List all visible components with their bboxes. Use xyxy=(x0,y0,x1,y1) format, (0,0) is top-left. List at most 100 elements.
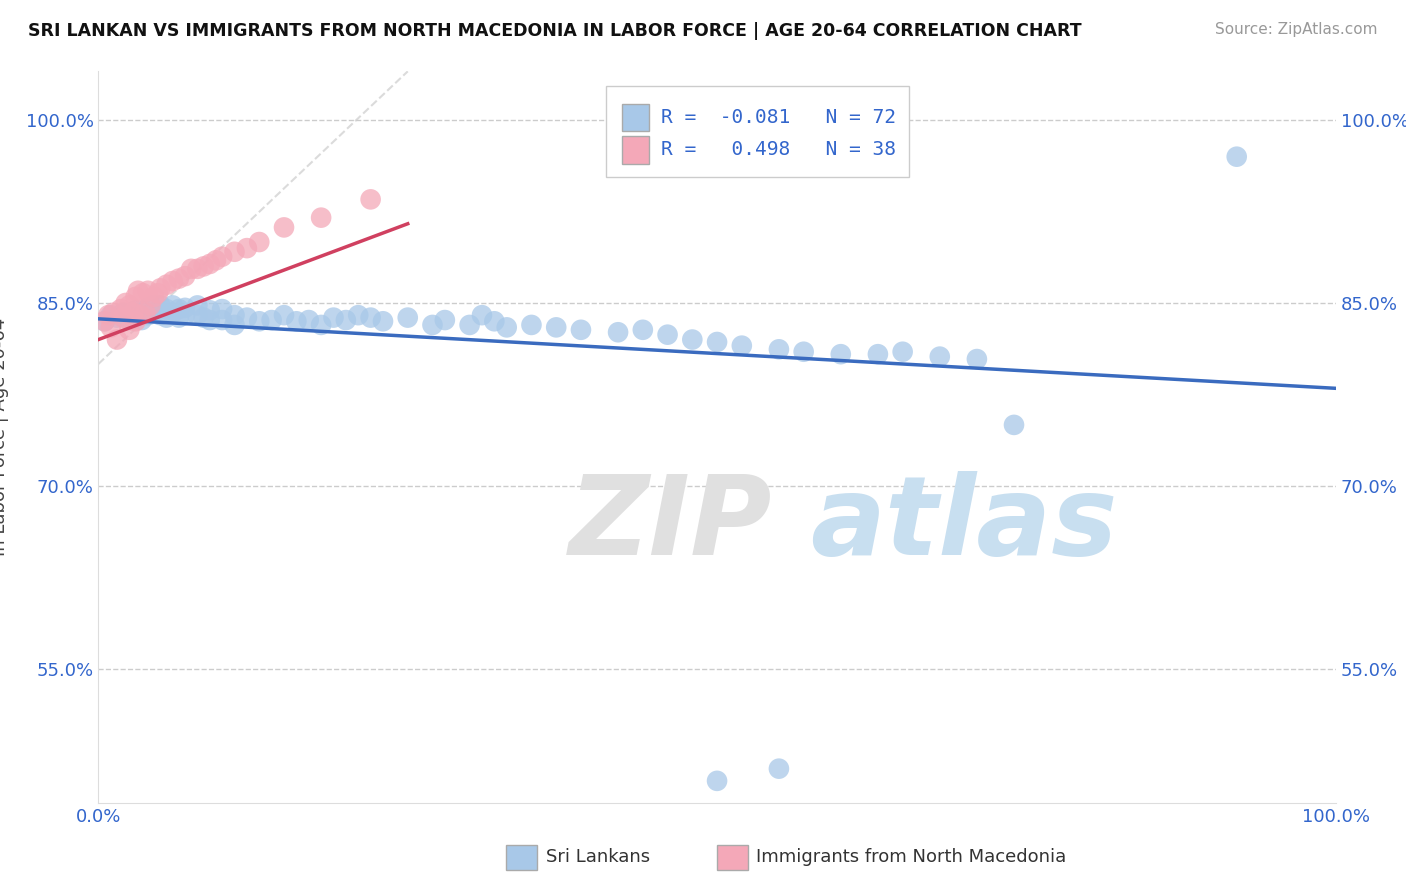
Point xyxy=(495,320,517,334)
Point xyxy=(309,211,332,225)
Point xyxy=(520,318,543,332)
FancyBboxPatch shape xyxy=(621,103,650,131)
Point xyxy=(167,310,190,325)
Point xyxy=(155,277,177,292)
Point xyxy=(131,313,153,327)
Point xyxy=(830,347,852,361)
Text: R =  -0.081   N = 72: R = -0.081 N = 72 xyxy=(661,108,897,127)
Point xyxy=(681,333,703,347)
Point xyxy=(224,308,246,322)
Point xyxy=(114,296,136,310)
Point xyxy=(322,310,344,325)
Point xyxy=(484,314,506,328)
Point xyxy=(132,286,155,301)
Text: R =   0.498   N = 38: R = 0.498 N = 38 xyxy=(661,140,897,159)
Point xyxy=(110,301,132,317)
Point xyxy=(112,310,135,325)
Point xyxy=(118,323,141,337)
Point xyxy=(112,306,135,320)
Y-axis label: In Labor Force | Age 20-64: In Labor Force | Age 20-64 xyxy=(0,318,8,557)
Point xyxy=(706,334,728,349)
Point xyxy=(631,323,654,337)
Point xyxy=(118,313,141,327)
Text: Immigrants from North Macedonia: Immigrants from North Macedonia xyxy=(756,848,1067,866)
Point xyxy=(136,308,159,322)
Point xyxy=(928,350,950,364)
Point xyxy=(180,261,202,276)
Point xyxy=(193,310,215,325)
Point xyxy=(131,306,153,320)
Point xyxy=(569,323,592,337)
Point xyxy=(198,257,221,271)
Point xyxy=(186,261,208,276)
Text: ZIP: ZIP xyxy=(568,471,772,578)
Point xyxy=(118,298,141,312)
Point xyxy=(93,314,115,328)
Point xyxy=(205,253,228,268)
Point xyxy=(224,244,246,259)
Point xyxy=(143,306,166,320)
Point xyxy=(768,343,790,357)
Point xyxy=(198,303,221,318)
Point xyxy=(422,318,444,332)
Point xyxy=(211,301,233,317)
Point xyxy=(433,313,456,327)
Point xyxy=(105,310,128,325)
Point xyxy=(136,284,159,298)
Point xyxy=(124,303,146,318)
Point xyxy=(309,318,332,332)
Text: Sri Lankans: Sri Lankans xyxy=(546,848,650,866)
Point xyxy=(198,313,221,327)
Point xyxy=(657,327,679,342)
Point xyxy=(768,762,790,776)
Point xyxy=(298,313,321,327)
Point xyxy=(211,313,233,327)
Point xyxy=(546,320,568,334)
Point xyxy=(371,314,394,328)
Point xyxy=(236,241,259,255)
Point xyxy=(155,301,177,317)
Point xyxy=(347,308,370,322)
Point xyxy=(122,306,145,320)
Point xyxy=(93,314,115,328)
Point xyxy=(103,306,125,320)
Point xyxy=(186,308,208,322)
FancyBboxPatch shape xyxy=(606,86,908,178)
Point xyxy=(247,314,270,328)
Point xyxy=(100,320,122,334)
FancyBboxPatch shape xyxy=(621,136,650,163)
Point xyxy=(731,339,754,353)
Point xyxy=(105,333,128,347)
Point xyxy=(174,269,197,284)
Point xyxy=(100,308,122,322)
Point xyxy=(174,308,197,322)
Point xyxy=(211,250,233,264)
Point xyxy=(360,192,382,206)
Point xyxy=(891,344,914,359)
Point xyxy=(118,308,141,322)
Point xyxy=(127,284,149,298)
Point xyxy=(471,308,494,322)
Point xyxy=(129,308,152,322)
Point xyxy=(149,298,172,312)
Point xyxy=(866,347,889,361)
Point xyxy=(224,318,246,332)
Point xyxy=(193,260,215,274)
Point xyxy=(155,310,177,325)
Point xyxy=(134,306,156,320)
Point xyxy=(124,290,146,304)
Point xyxy=(139,298,162,312)
Point xyxy=(1226,150,1249,164)
Point xyxy=(146,286,169,301)
Point xyxy=(273,308,295,322)
Point xyxy=(162,306,184,320)
Point xyxy=(167,301,190,317)
Text: atlas: atlas xyxy=(810,471,1118,578)
Text: SRI LANKAN VS IMMIGRANTS FROM NORTH MACEDONIA IN LABOR FORCE | AGE 20-64 CORRELA: SRI LANKAN VS IMMIGRANTS FROM NORTH MACE… xyxy=(28,22,1081,40)
Point xyxy=(335,313,357,327)
Point xyxy=(174,301,197,315)
Point xyxy=(966,352,988,367)
Point xyxy=(458,318,481,332)
Point xyxy=(186,298,208,312)
Point xyxy=(360,310,382,325)
